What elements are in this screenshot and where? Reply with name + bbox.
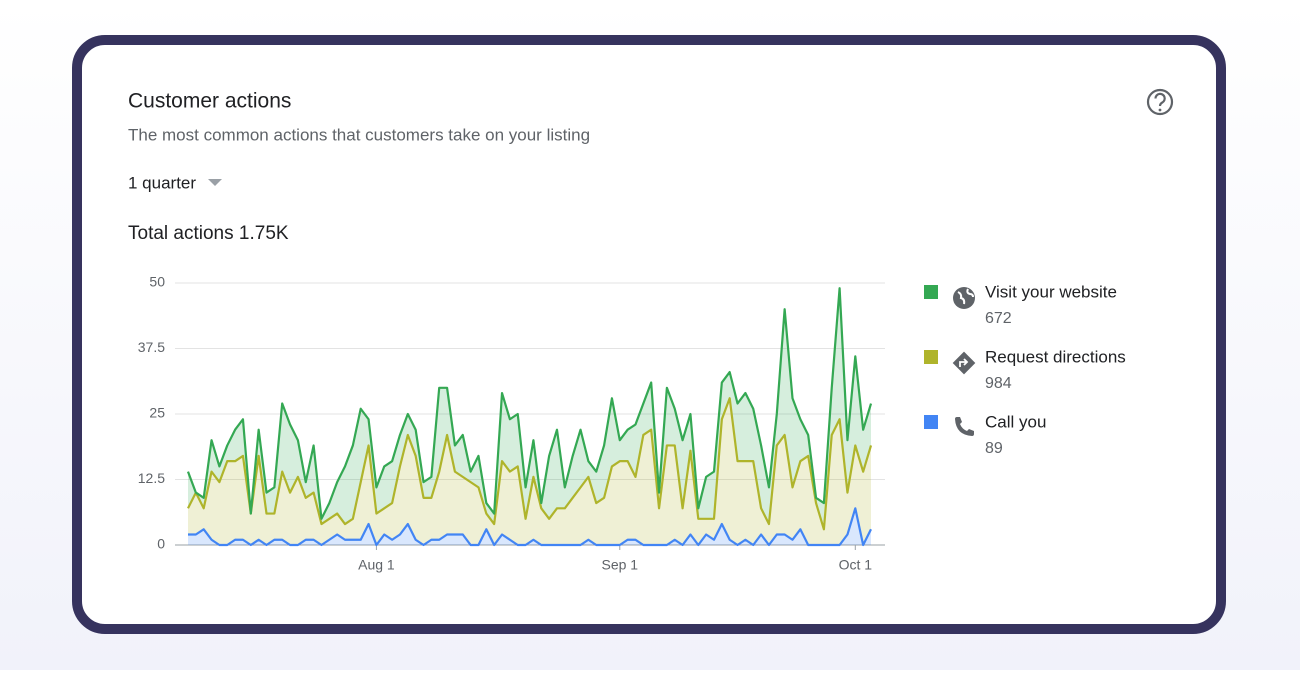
legend-total: 89 [985, 440, 1003, 457]
legend-item: Request directions 984 [924, 347, 1126, 392]
chart: 0 12.5 25 37.5 50 Aug 1 Sep 1 Oct 1 [138, 274, 885, 573]
card-title: Customer actions [128, 90, 291, 113]
help-dot [1158, 108, 1162, 112]
legend-name: Request directions [985, 347, 1126, 366]
total-value: 1.75K [239, 223, 289, 244]
series-line [186, 287, 873, 520]
legend-item: Call you 89 [924, 412, 1046, 457]
area-fill [188, 288, 871, 530]
globe-detail [957, 288, 974, 305]
legend-name: Call you [985, 412, 1046, 431]
help-circle [1146, 88, 1174, 116]
card-subtitle: The most common actions that customers t… [128, 125, 590, 144]
directions-arrow [959, 358, 969, 367]
directions-icon [952, 351, 976, 375]
legend-name: Visit your website [985, 282, 1117, 301]
series-line [188, 507, 872, 547]
area-fill [188, 398, 871, 545]
help-button[interactable] [1146, 88, 1174, 116]
legend: Visit your website 672 Request directions 9… [924, 282, 1126, 457]
legend-swatch [924, 285, 938, 299]
dropdown-arrow [208, 179, 222, 186]
legend-swatch [924, 350, 938, 364]
phone-icon [955, 417, 974, 436]
series-line [187, 397, 873, 531]
legend-swatch [924, 415, 938, 429]
y-tick-label: 37.5 [138, 339, 165, 355]
legend-total: 984 [985, 375, 1012, 392]
legend-total: 672 [985, 310, 1012, 327]
x-tick-label: Aug 1 [358, 557, 395, 573]
globe-icon [953, 287, 975, 309]
help-glyph [1154, 92, 1166, 107]
total-actions: Total actions 1.75K [128, 223, 289, 244]
y-tick-label: 50 [149, 274, 165, 290]
period-dropdown[interactable]: 1 quarter [128, 173, 222, 192]
period-label: 1 quarter [128, 173, 196, 192]
y-tick-label: 12.5 [138, 470, 165, 486]
y-tick-label: 0 [157, 536, 165, 552]
card [72, 35, 1226, 634]
y-tick-label: 25 [149, 405, 165, 421]
legend-item: Visit your website 672 [924, 282, 1117, 327]
x-tick-label: Sep 1 [601, 557, 638, 573]
total-label: Total actions [128, 223, 234, 244]
x-tick-label: Oct 1 [839, 557, 873, 573]
